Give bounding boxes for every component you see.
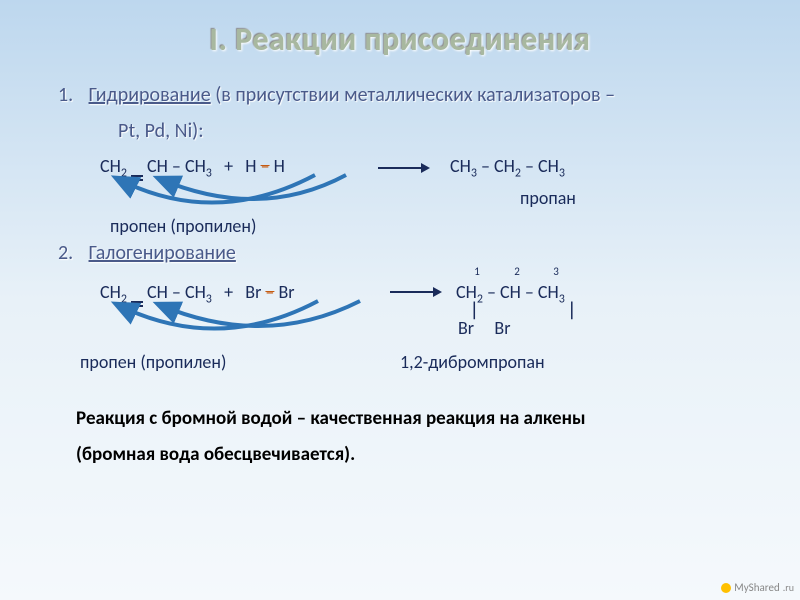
section-2-title: 2. Галогенирование — [58, 241, 760, 265]
reaction-2-curves — [100, 299, 380, 343]
conclusion-line1: Реакция с бромной водой – качественная р… — [76, 401, 760, 437]
reaction-1-curves — [100, 173, 360, 215]
section-1-title: 1. Гидрирование (в присутствии металличе… — [58, 83, 760, 107]
reaction-2-arrow — [390, 291, 440, 293]
section-1-num: 1. — [58, 83, 84, 107]
conclusion: Реакция с бромной водой – качественная р… — [76, 401, 760, 473]
reactant-2-label: пропен (пропилен) — [80, 351, 226, 373]
product-2-carbonnums: 123 — [456, 265, 576, 278]
watermark-icon — [721, 583, 731, 593]
watermark-text: MyShared — [734, 581, 779, 594]
section-1-name: Гидрирование — [89, 83, 211, 107]
reaction-1: CH2 CH – CH3 + H – H CH3 – CH2 – CH3 про… — [100, 155, 760, 235]
section-1-catalysts: Pt, Pd, Ni): — [118, 119, 760, 143]
conclusion-line2: (бромная вода обесцвечивается). — [76, 437, 760, 473]
reaction-1-arrow — [378, 167, 428, 169]
page-title: I. Реакции присоединения — [40, 20, 760, 59]
reaction-2: 123 CH2 CH – CH3 + Br – Br CH2 – CH – CH… — [100, 277, 760, 387]
reactant-1-label: пропен (пропилен) — [110, 215, 256, 237]
watermark: MyShared.ru — [721, 581, 794, 594]
product-2-label: 1,2-дибромпропан — [400, 351, 545, 373]
product-1-label: пропан — [520, 187, 576, 209]
section-2-num: 2. — [58, 241, 84, 265]
product-2-line3: Br Br — [458, 317, 510, 339]
product-1: CH3 – CH2 – CH3 — [450, 155, 565, 181]
section-2-name: Галогенирование — [89, 241, 236, 265]
